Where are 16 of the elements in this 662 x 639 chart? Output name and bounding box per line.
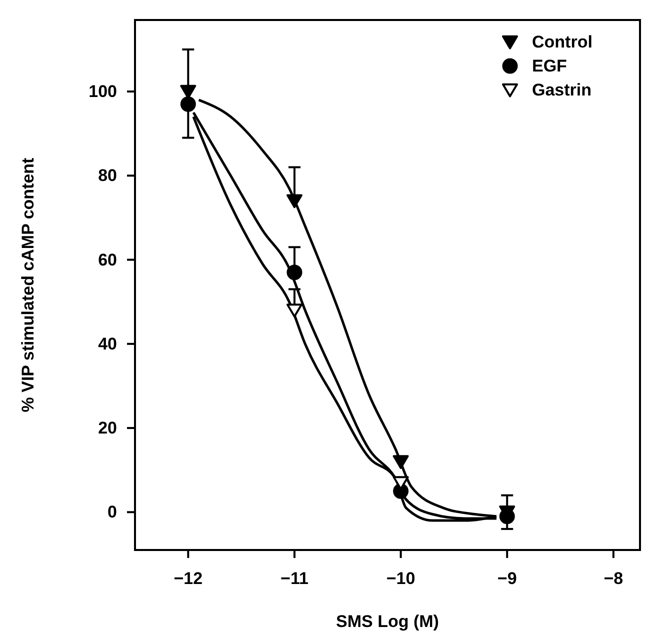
x-tick-label: −10 [386,569,416,588]
legend-label: Gastrin [532,80,592,100]
y-axis-title: % VIP stimulated cAMP content [18,157,38,412]
legend-label: Control [532,32,592,52]
x-tick-label: −12 [174,569,203,588]
x-axis-title: SMS Log (M) [336,612,439,631]
x-tick-label: −11 [280,569,308,588]
y-tick-label: 0 [108,502,117,522]
x-tick-label: −9 [497,569,517,588]
y-tick-label: 80 [98,166,117,186]
legend-label: EGF [532,56,567,76]
y-tick-label: 40 [98,334,117,354]
y-tick-label: 100 [88,82,117,102]
x-tick-label: −8 [604,569,624,588]
y-tick-label: 20 [98,418,117,438]
y-tick-label: 60 [98,250,117,270]
